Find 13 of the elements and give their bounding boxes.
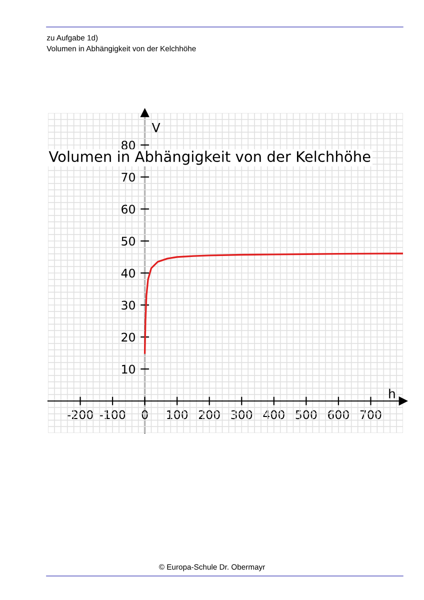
y-axis-title: V: [152, 122, 160, 132]
y-tick-label: 50: [122, 236, 136, 246]
x-axis-title: h: [389, 388, 395, 398]
y-tick-label: 10: [122, 364, 136, 374]
line-series: [144, 252, 403, 354]
y-tick-label: 30: [122, 300, 136, 310]
y-tick-label: 80: [122, 140, 136, 150]
y-tick-label: 70: [122, 172, 136, 182]
x-tick-label: 0: [142, 410, 148, 420]
y-tick-label: 20: [122, 332, 136, 342]
text: Volumen in Abhängigkeit von der Kelchhöhe: [48, 150, 370, 165]
y-tick-label: 40: [121, 268, 136, 278]
y-tick-label: 60: [122, 204, 136, 214]
